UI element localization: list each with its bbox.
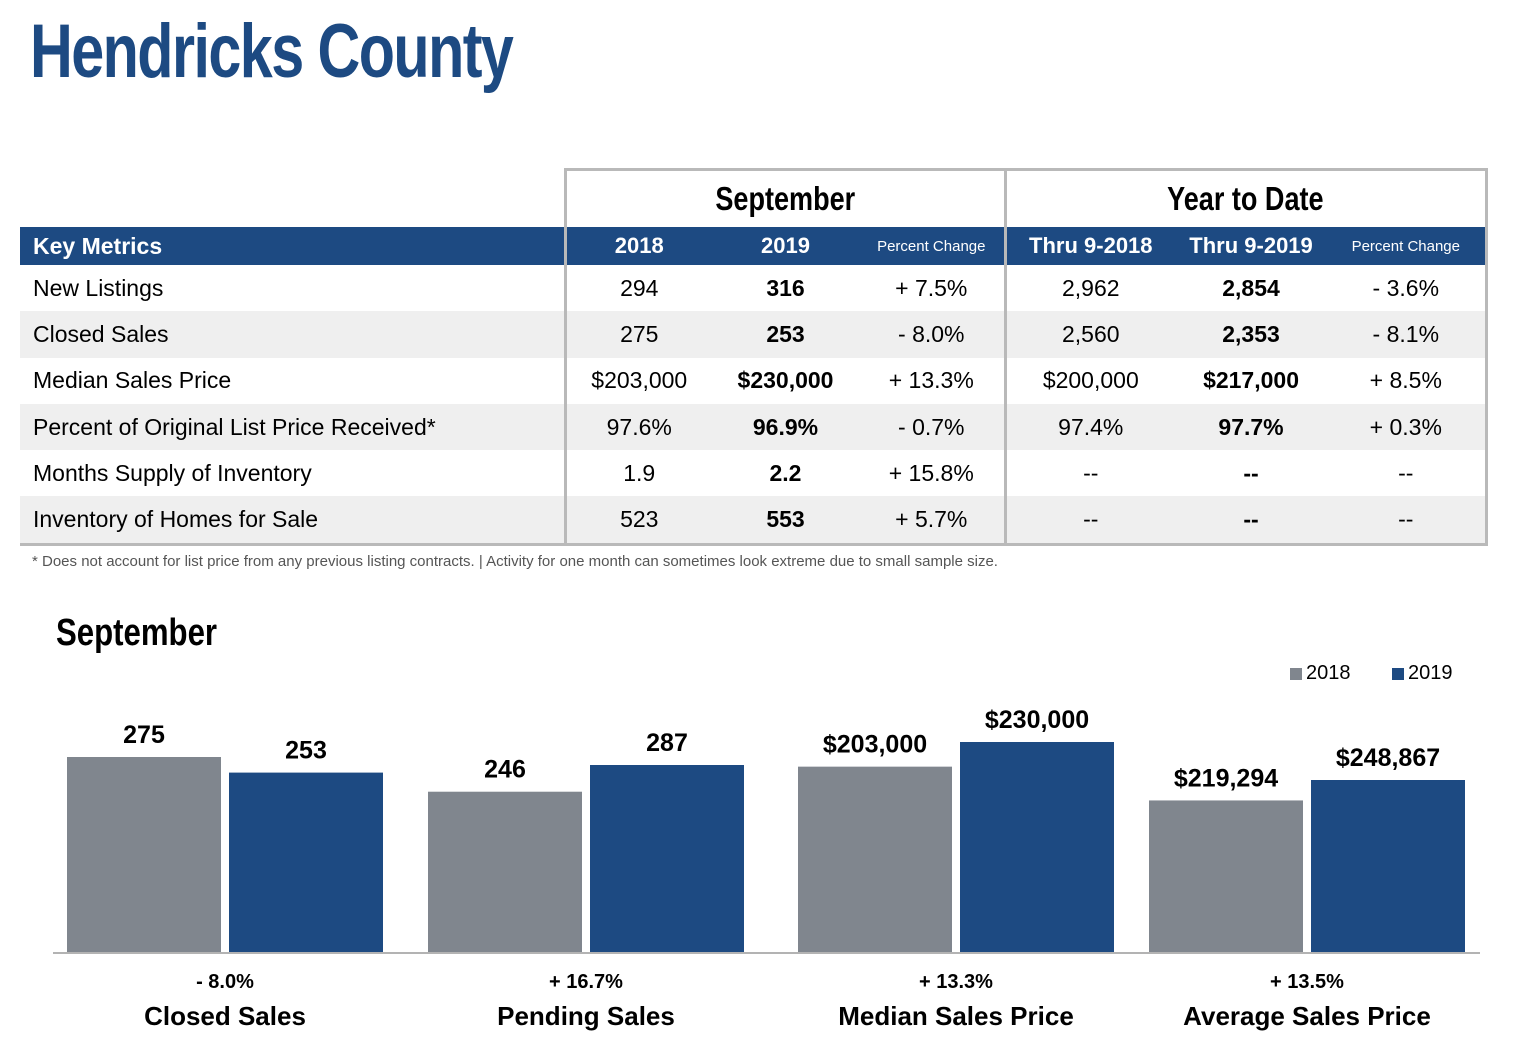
table-cell: + 0.3% [1327, 403, 1488, 451]
table-cell: -- [1003, 450, 1176, 497]
data-label-average-sales-price-2018: $219,294 [1174, 764, 1278, 792]
column-header: Percent Change [859, 227, 1006, 265]
table-cell: 253 [712, 311, 859, 358]
metric-label: Closed Sales [20, 311, 565, 358]
table-row: New Listings 294 316 + 7.5% 2,962 2,854 … [20, 265, 1488, 312]
section-title: September [56, 612, 218, 654]
legend-label-2019: 2019 [1408, 662, 1453, 684]
table-cell: 294 [563, 265, 712, 312]
data-label-average-sales-price-2019: $248,867 [1336, 744, 1440, 772]
bar-average-sales-price-2018 [1149, 800, 1303, 952]
table-cell: -- [1243, 459, 1259, 486]
table-cell: 2,962 [1003, 265, 1176, 312]
table-cell: 2.2 [769, 459, 802, 486]
category-label-average-sales-price: Average Sales Price [1183, 1001, 1431, 1031]
table-cell: 97.4% [1003, 403, 1176, 451]
legend-swatch-2019 [1392, 667, 1404, 680]
metric-label: Percent of Original List Price Received* [20, 403, 565, 451]
legend-label-2018: 2018 [1306, 662, 1351, 684]
table-cell: 96.9% [712, 403, 859, 451]
legend-item-2019: 2019 [1392, 662, 1453, 685]
data-label-closed-sales-2018: 275 [123, 721, 165, 749]
percent-change-average-sales-price: + 13.5% [1270, 971, 1344, 993]
category-label-closed-sales: Closed Sales [144, 1001, 306, 1031]
column-header: Thru 9-2018 [1003, 227, 1176, 265]
bar-closed-sales-2018 [67, 757, 221, 952]
table-cell: 97.6% [563, 403, 712, 451]
table-cell: -- [1175, 496, 1328, 546]
table-cell: 2,353 [1175, 311, 1328, 358]
table-cell: -- [1003, 496, 1176, 546]
table-cell: 275 [563, 311, 712, 358]
percent-change-closed-sales: - 8.0% [196, 971, 254, 993]
metric-label: New Listings [33, 274, 164, 301]
bar-median-sales-price-2018 [798, 766, 952, 952]
footnote: * Does not account for list price from a… [32, 553, 998, 570]
data-label-median-sales-price-2019: $230,000 [985, 706, 1089, 734]
table-cell: $230,000 [737, 367, 834, 394]
table-cell: + 15.8% [888, 459, 974, 486]
table-cell: -- [1327, 450, 1488, 497]
bar-pending-sales-2018 [428, 791, 582, 952]
group-header-row: September Year to Date [20, 168, 1488, 227]
category-label-median-sales-price: Median Sales Price [838, 1001, 1074, 1031]
table-cell: - 8.0% [859, 311, 1006, 358]
column-header: Key Metrics [20, 227, 565, 265]
data-label-pending-sales-2019: 287 [646, 729, 688, 757]
page-title: Hendricks County [30, 9, 514, 94]
key-metrics-table: September Year to Date Key Metrics 2018 … [20, 168, 1488, 546]
table-cell: 523 [563, 496, 712, 546]
category-label-pending-sales: Pending Sales [497, 1001, 675, 1031]
group-header-september: September [563, 168, 1006, 227]
table-cell: 2,560 [1003, 311, 1176, 358]
column-header: Thru 9-2019 [1175, 227, 1328, 265]
table-cell: 97.7% [1175, 403, 1328, 451]
table-cell: + 5.7% [859, 496, 1006, 546]
percent-change-pending-sales: + 16.7% [549, 971, 623, 993]
table-cell: 553 [712, 496, 859, 546]
bar-closed-sales-2019 [229, 772, 383, 952]
table-cell: 1.9 [563, 450, 712, 497]
legend-swatch-2018 [1290, 667, 1302, 680]
table-cell: 316 [766, 274, 805, 301]
data-label-pending-sales-2018: 246 [484, 756, 526, 784]
table-row: Months Supply of Inventory 1.9 2.2 + 15.… [20, 450, 1488, 497]
column-header: 2019 [712, 227, 859, 265]
data-label-closed-sales-2019: 253 [285, 737, 327, 765]
table-cell: $203,000 [563, 357, 712, 404]
column-header: Percent Change [1327, 227, 1488, 265]
table-cell: - 8.1% [1327, 311, 1488, 358]
group-header-year-to-date: Year to Date [1003, 168, 1488, 227]
table-cell: $200,000 [1003, 357, 1176, 404]
metric-label: Median Sales Price [33, 367, 232, 394]
bar-average-sales-price-2019 [1311, 780, 1465, 952]
metric-label: Inventory of Homes for Sale [20, 496, 565, 546]
bar-chart: 275 253 - 8.0% Closed Sales 246 287 + 16.7% Pen… [53, 706, 1480, 1031]
table-cell: - 0.7% [859, 403, 1006, 451]
column-header: 2018 [563, 227, 712, 265]
data-label-median-sales-price-2018: $203,000 [823, 731, 927, 759]
table-cell: + 13.3% [888, 367, 974, 394]
bar-median-sales-price-2019 [960, 742, 1114, 952]
table-cell: $217,000 [1203, 367, 1299, 394]
percent-change-median-sales-price: + 13.3% [919, 971, 993, 993]
table-cell: + 8.5% [1327, 357, 1488, 404]
table-row: Median Sales Price $203,000 $230,000 + 1… [20, 357, 1488, 404]
legend-item-2018: 2018 [1290, 662, 1351, 685]
table-cell: + 7.5% [895, 274, 968, 301]
table-cell: -- [1327, 496, 1488, 546]
table-cell: 2,854 [1222, 274, 1280, 301]
table-row: Percent of Original List Price Received*… [20, 403, 1488, 451]
table-row: Closed Sales 275 253 - 8.0% 2,560 2,353 … [20, 311, 1488, 358]
bar-pending-sales-2019 [590, 765, 744, 952]
metric-label: Months Supply of Inventory [33, 459, 312, 486]
table-cell: - 3.6% [1327, 265, 1488, 312]
table-row: Inventory of Homes for Sale 523 553 + 5.… [20, 496, 1488, 546]
column-header-row: Key Metrics 2018 2019 Percent Change Thr… [20, 227, 1488, 265]
